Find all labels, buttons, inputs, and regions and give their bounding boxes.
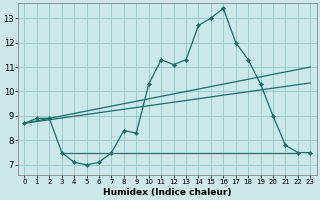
X-axis label: Humidex (Indice chaleur): Humidex (Indice chaleur) — [103, 188, 232, 197]
